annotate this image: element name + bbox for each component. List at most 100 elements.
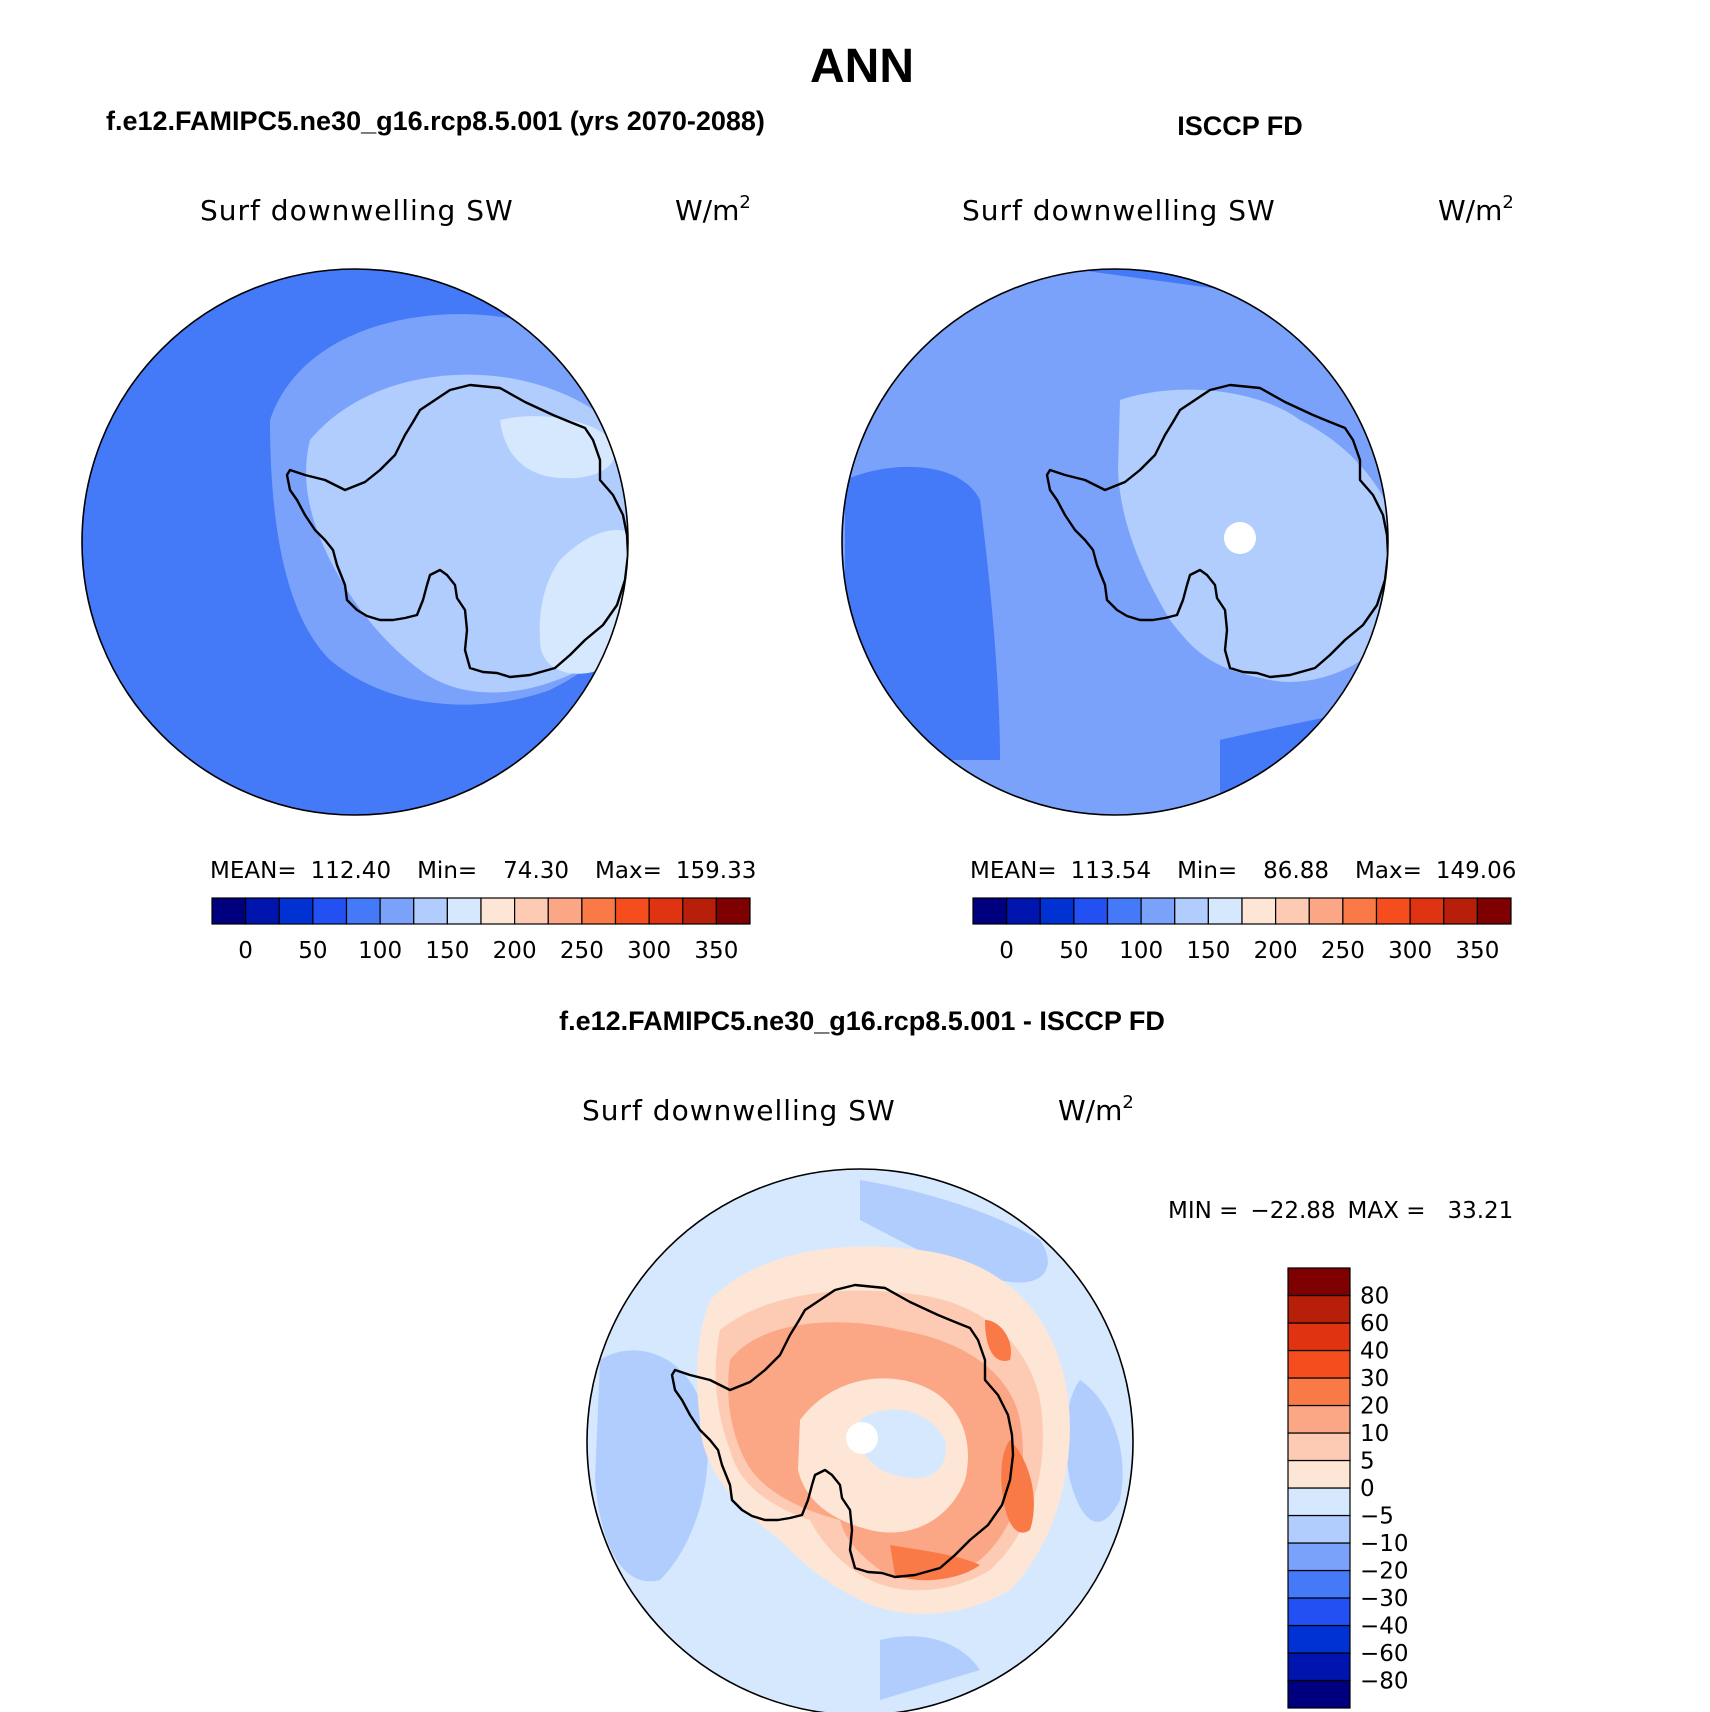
colorbar-tick-label: 300 [1388, 938, 1432, 964]
colorbar-box [1287, 1597, 1351, 1627]
colorbar-box [682, 897, 717, 925]
map-fill-interior-core [859, 1409, 946, 1479]
panel-model: f.e12.FAMIPC5.ne30_g16.rcp8.5.001 (yrs 2… [81, 106, 765, 964]
map-fill-pos-peak-ne [985, 1320, 1011, 1361]
colorbar-box [1106, 897, 1142, 925]
colorbar-box [245, 897, 280, 925]
colorbar-tick-label: 250 [1321, 938, 1365, 964]
panel-diff-stats: MIN = −22.88 MAX = 33.21 [1168, 1198, 1513, 1224]
colorbar-tick-label: 250 [560, 938, 604, 964]
colorbar-tick-label: −10 [1360, 1531, 1409, 1557]
panel-obs: ISCCP FD Surf downwelling SW W/m2 MEAN= 1… [841, 111, 1516, 964]
colorbar-tick-label: 0 [999, 938, 1014, 964]
panel-diff-units: W/m2 [1058, 1092, 1134, 1127]
panel-model-header: f.e12.FAMIPC5.ne30_g16.rcp8.5.001 (yrs 2… [106, 106, 765, 136]
colorbar-box [1287, 1569, 1351, 1599]
colorbar-box [514, 897, 549, 925]
panel-obs-header: ISCCP FD [1177, 111, 1303, 141]
map-fill-neg-patch-north [860, 1180, 1048, 1283]
colorbar-box [480, 897, 516, 925]
colorbar-box [211, 897, 247, 925]
colorbar-box [1174, 897, 1209, 925]
colorbar-box [1287, 1542, 1351, 1572]
panel-model-units: W/m2 [675, 192, 751, 227]
colorbar-tick-label: −5 [1360, 1504, 1394, 1530]
colorbar-model: 0 50 100 150 200 250 300 350 [211, 897, 751, 964]
panel-model-stats: MEAN= 112.40 Min= 74.30 Max= 159.33 [210, 858, 756, 884]
colorbar-tick-label: 300 [627, 938, 671, 964]
colorbar-box [345, 897, 381, 925]
colorbar-tick-label: 20 [1360, 1394, 1389, 1420]
colorbar-box [1073, 897, 1109, 925]
colorbar-tick-label: 0 [238, 938, 253, 964]
colorbar-box [1287, 1652, 1351, 1682]
colorbar-tick-label: −80 [1360, 1669, 1409, 1695]
colorbar-box [1287, 1377, 1351, 1407]
colorbar-box [1443, 897, 1478, 925]
colorbar-box [1375, 897, 1411, 925]
colorbar-box [715, 897, 751, 925]
colorbar-tick-label: 100 [1119, 938, 1163, 964]
colorbar-box [1006, 897, 1041, 925]
map-boundary-obs [841, 268, 1389, 816]
map-fill-neg-patch-west [595, 1350, 708, 1582]
panel-model-variable: Surf downwelling SW [200, 194, 514, 227]
colorbar-box [1207, 897, 1243, 925]
map-boundary-diff [586, 1168, 1134, 1712]
map-fill-coastal-zone [1118, 389, 1388, 682]
colorbar-box [614, 897, 650, 925]
colorbar-box [1287, 1349, 1351, 1379]
colorbar-box [1287, 1404, 1351, 1434]
colorbar-box [1287, 1459, 1351, 1489]
colorbar-tick-label: 80 [1360, 1284, 1389, 1310]
polar-map-model [82, 269, 628, 815]
colorbar-box [1287, 1267, 1351, 1297]
colorbar-box [1308, 897, 1344, 925]
colorbar-box [379, 897, 415, 925]
season-title: ANN [810, 40, 914, 93]
colorbar-tick-label: 40 [1360, 1339, 1389, 1365]
colorbar-box [1275, 897, 1310, 925]
colorbar-box [1287, 1514, 1351, 1544]
colorbar-tick-label: 10 [1360, 1421, 1389, 1447]
map-fill-neg-patch-south [880, 1636, 980, 1700]
colorbar-box [1476, 897, 1512, 925]
colorbar-tick-label: 50 [298, 938, 327, 964]
colorbar-box [278, 897, 314, 925]
colorbar-box [1287, 1322, 1351, 1352]
colorbar-box [1287, 1432, 1351, 1462]
panel-diff-variable: Surf downwelling SW [582, 1094, 896, 1127]
colorbar-tick-label: 150 [1186, 938, 1230, 964]
panel-obs-variable: Surf downwelling SW [962, 194, 1276, 227]
map-boundary-model [81, 268, 629, 816]
colorbar-tick-label: 350 [694, 938, 738, 964]
colorbar-tick-label: −40 [1360, 1614, 1409, 1640]
colorbar-box [1342, 897, 1378, 925]
colorbar-tick-label: 150 [425, 938, 469, 964]
colorbar-box [1140, 897, 1176, 925]
colorbar-tick-label: 60 [1360, 1311, 1389, 1337]
colorbar-box [1287, 1487, 1351, 1517]
colorbar-box [446, 897, 482, 925]
colorbar-tick-label: 350 [1455, 938, 1499, 964]
colorbar-tick-label: 200 [1254, 938, 1298, 964]
map-fill-low-sw-west [845, 466, 1000, 760]
panel-diff: f.e12.FAMIPC5.ne30_g16.rcp8.5.001 - ISCC… [559, 1006, 1513, 1712]
pole-hole [1224, 522, 1256, 554]
panel-diff-header: f.e12.FAMIPC5.ne30_g16.rcp8.5.001 - ISCC… [559, 1006, 1165, 1036]
panel-obs-units: W/m2 [1438, 192, 1514, 227]
colorbar-tick-label: 50 [1059, 938, 1088, 964]
colorbar-tick-label: 200 [493, 938, 537, 964]
map-fill-neg-patch-east [1065, 1380, 1123, 1522]
polar-map-obs [842, 269, 1388, 815]
pole-hole [846, 1422, 878, 1454]
colorbar-box [581, 897, 617, 925]
polar-map-diff [587, 1169, 1133, 1712]
map-fill-pos-peak-east [1001, 1440, 1034, 1533]
map-fill-pos-peak-south [890, 1545, 980, 1581]
colorbar-box [648, 897, 684, 925]
colorbar-box [1287, 1679, 1351, 1709]
colorbar-tick-label: 30 [1360, 1366, 1389, 1392]
colorbar-box [413, 897, 448, 925]
